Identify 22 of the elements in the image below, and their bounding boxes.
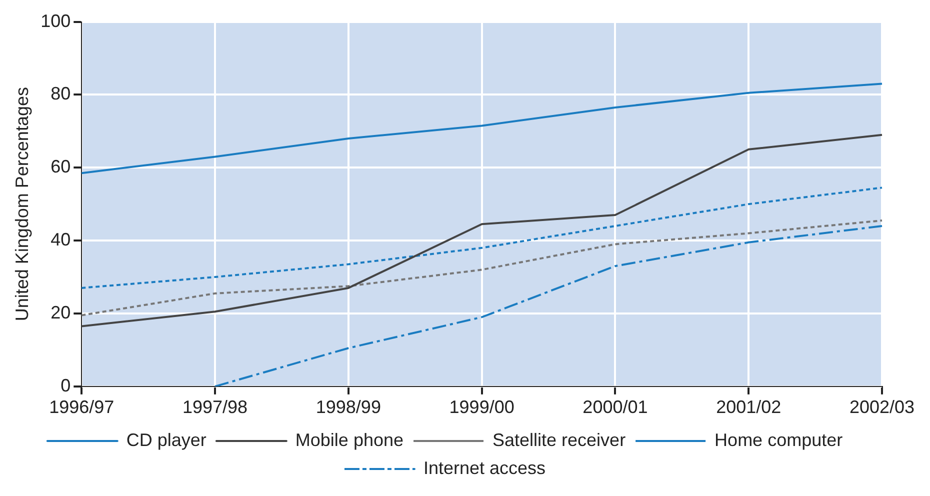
legend-label: CD player xyxy=(126,430,206,450)
line-series xyxy=(214,224,883,386)
x-tick-label: 1998/99 xyxy=(316,397,381,418)
legend-label: Mobile phone xyxy=(295,430,404,450)
line-series xyxy=(80,186,883,289)
x-tick-label: 1996/97 xyxy=(49,397,114,418)
y-tick-label: 20 xyxy=(50,302,71,322)
y-tick-label: 80 xyxy=(50,84,71,104)
y-tick-label: 60 xyxy=(50,156,71,177)
y-tick-label: 40 xyxy=(50,230,71,250)
y-axis-title: United Kingdom Percentages xyxy=(12,87,32,322)
x-tick-label: 2000/01 xyxy=(582,397,648,418)
x-tick-label: 2002/03 xyxy=(849,397,915,418)
y-tick-label: 100 xyxy=(40,10,71,31)
legend-label: Home computer xyxy=(714,430,843,450)
x-tick-label: 2001/02 xyxy=(716,397,782,418)
x-tick-label: 1999/00 xyxy=(449,397,514,418)
legend-label: Satellite receiver xyxy=(492,430,626,450)
line-series xyxy=(80,220,883,316)
x-tick-label: 1997/98 xyxy=(182,397,248,418)
legend-label: Internet access xyxy=(423,458,546,478)
y-tick-label: 0 xyxy=(60,375,71,396)
